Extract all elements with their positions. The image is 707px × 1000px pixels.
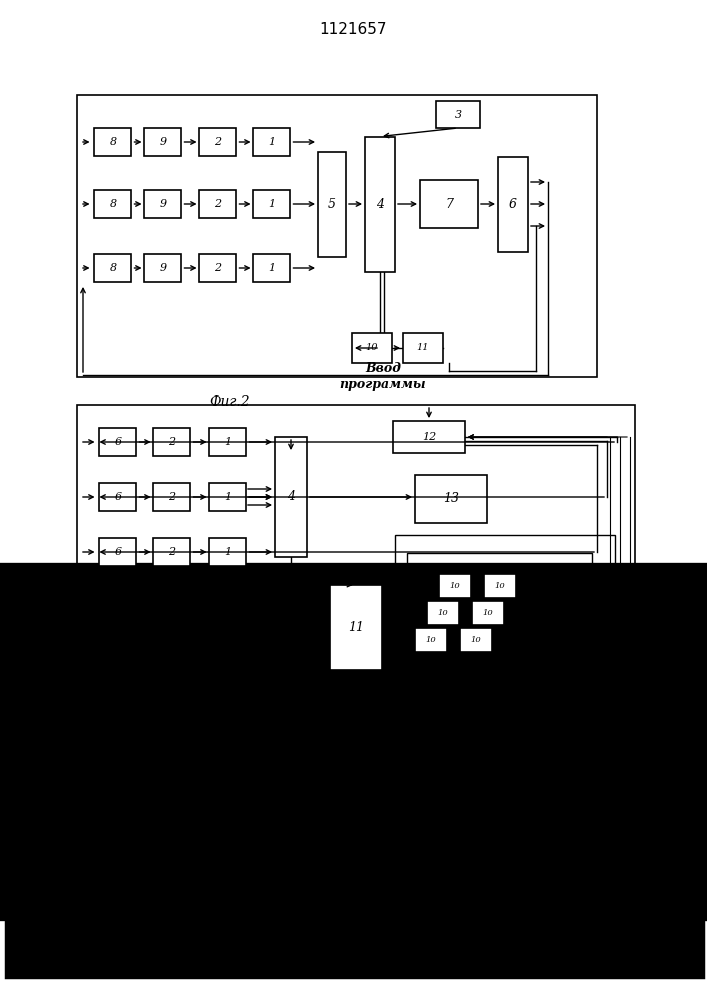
Text: 8: 8: [110, 263, 117, 273]
Bar: [439, 574, 471, 598]
Bar: [144, 190, 182, 218]
Text: 1: 1: [269, 137, 276, 147]
Bar: [431, 586, 546, 644]
Text: 1: 1: [224, 547, 232, 557]
Text: 6: 6: [509, 198, 517, 211]
Text: 9: 9: [160, 199, 167, 209]
Bar: [209, 428, 247, 456]
Text: 9: 9: [160, 137, 167, 147]
Bar: [254, 190, 291, 218]
Bar: [352, 333, 392, 363]
Text: 9: 9: [160, 263, 167, 273]
Text: Подписное: Подписное: [468, 788, 528, 797]
Bar: [199, 254, 237, 282]
Bar: [95, 190, 132, 218]
Text: Филиал ППП "Патент", г. Ужгород, ул. Проектная, 4: Филиал ППП "Патент", г. Ужгород, ул. Про…: [208, 882, 498, 891]
Bar: [254, 128, 291, 156]
Bar: [144, 254, 182, 282]
Text: Редактор Л. Алексеенко: Редактор Л. Алексеенко: [90, 763, 224, 772]
Bar: [395, 535, 615, 680]
Bar: [199, 190, 237, 218]
Bar: [77, 95, 597, 377]
Text: программы: программы: [339, 378, 426, 391]
Bar: [153, 483, 190, 511]
Bar: [209, 538, 247, 566]
Bar: [144, 128, 182, 156]
Bar: [254, 254, 291, 282]
Text: 10: 10: [495, 582, 506, 590]
Bar: [427, 601, 459, 625]
Text: Тираж 641: Тираж 641: [280, 788, 339, 797]
Text: Корректор В. Синицкая: Корректор В. Синицкая: [460, 763, 591, 772]
Text: 8: 8: [110, 137, 117, 147]
Text: 10: 10: [438, 609, 448, 617]
Text: 6: 6: [115, 437, 122, 447]
Text: 2: 2: [214, 137, 221, 147]
Text: 13: 13: [443, 492, 459, 506]
Bar: [403, 333, 443, 363]
Text: 10: 10: [426, 636, 436, 644]
Text: 1: 1: [269, 199, 276, 209]
Text: 2: 2: [168, 437, 175, 447]
Text: Техред С.Мигунова: Техред С.Мигунова: [265, 763, 372, 772]
Text: 6: 6: [115, 547, 122, 557]
Text: 1: 1: [269, 263, 276, 273]
Text: 11: 11: [416, 344, 429, 353]
Text: 3: 3: [455, 109, 462, 119]
Bar: [365, 136, 395, 271]
Bar: [436, 101, 480, 128]
Text: 11: 11: [348, 621, 364, 634]
Text: 2: 2: [168, 547, 175, 557]
Text: 5: 5: [328, 198, 336, 211]
Text: 2: 2: [214, 199, 221, 209]
Text: 1: 1: [224, 492, 232, 502]
Bar: [472, 601, 504, 625]
Bar: [95, 254, 132, 282]
Bar: [460, 628, 492, 652]
Bar: [415, 475, 487, 523]
Bar: [318, 151, 346, 256]
Text: 7: 7: [445, 198, 453, 211]
Text: по делам изобретений и открытий: по делам изобретений и открытий: [258, 817, 448, 826]
Bar: [209, 483, 247, 511]
Bar: [498, 156, 528, 251]
Bar: [77, 405, 635, 700]
Text: 113035, Москва, Ж-35, Раушская наб., д. 4/5: 113035, Москва, Ж-35, Раушская наб., д. …: [230, 831, 475, 840]
Text: 10: 10: [483, 609, 493, 617]
Text: 4: 4: [287, 490, 295, 504]
Text: Заказ 7981/37: Заказ 7981/37: [62, 788, 139, 797]
Bar: [484, 574, 516, 598]
Bar: [419, 571, 569, 656]
Bar: [415, 628, 447, 652]
Text: 8: 8: [110, 199, 117, 209]
Bar: [330, 585, 382, 670]
Bar: [407, 553, 592, 668]
Bar: [393, 421, 465, 453]
Bar: [420, 180, 478, 228]
Bar: [100, 428, 136, 456]
Bar: [153, 428, 190, 456]
Text: Фиг.3: Фиг.3: [210, 715, 250, 729]
Bar: [153, 538, 190, 566]
Text: 4: 4: [376, 198, 384, 211]
Text: 2: 2: [168, 492, 175, 502]
Text: Составитель Г. Богачева: Составитель Г. Богачева: [285, 748, 421, 757]
Bar: [199, 128, 237, 156]
Text: Ввод: Ввод: [365, 362, 401, 375]
Text: 1121657: 1121657: [320, 22, 387, 37]
Bar: [100, 538, 136, 566]
Text: 10: 10: [450, 582, 460, 590]
Text: Фиг.2: Фиг.2: [210, 395, 250, 409]
Text: 10: 10: [366, 344, 378, 353]
Text: 1: 1: [224, 437, 232, 447]
Text: 6: 6: [115, 492, 122, 502]
Text: 12: 12: [422, 432, 436, 442]
Text: 10: 10: [471, 636, 481, 644]
Bar: [275, 437, 307, 557]
Text: 2: 2: [214, 263, 221, 273]
Bar: [100, 483, 136, 511]
Bar: [95, 128, 132, 156]
Text: ВНИИПИ Государственного комитета  СССР: ВНИИПИ Государственного комитета СССР: [229, 803, 477, 812]
